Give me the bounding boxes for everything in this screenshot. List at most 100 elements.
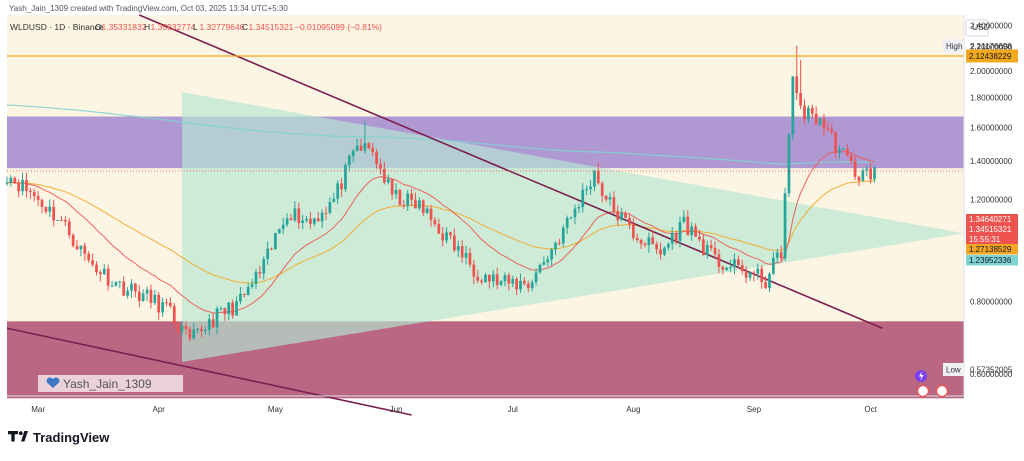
candle-body <box>499 281 503 285</box>
candle-body <box>651 237 655 245</box>
candle-body <box>573 208 577 218</box>
candle-body <box>118 281 122 283</box>
ohlc-value-c: 1.34515321 <box>249 22 294 32</box>
candle-body <box>838 149 841 153</box>
candle-body <box>316 218 320 222</box>
candle-body <box>873 167 876 180</box>
candle-body <box>355 145 359 151</box>
candle-body <box>71 234 75 246</box>
candle-body <box>822 118 826 129</box>
candle-body <box>476 276 480 281</box>
candle-body <box>149 289 153 303</box>
candle-body <box>694 226 697 237</box>
candle-body <box>371 148 375 153</box>
candle-body <box>141 293 145 301</box>
candle-body <box>91 260 94 265</box>
y-tick-label: 2.20000000 <box>970 43 1013 52</box>
candle-body <box>826 128 830 130</box>
candle-body <box>340 183 343 190</box>
candle-body <box>596 170 600 184</box>
candle-body <box>445 232 448 241</box>
candle-body <box>410 193 413 200</box>
high-tag <box>943 39 964 53</box>
candle-body <box>9 177 13 183</box>
ema-fast-price-value: 1.34640271 <box>969 215 1012 224</box>
low-tag-label: Low <box>946 366 961 375</box>
candle-body <box>589 186 592 190</box>
candle-body <box>701 239 705 256</box>
candle-body <box>585 189 589 191</box>
ohlc-key-o: O <box>95 22 102 32</box>
candle-body <box>231 302 234 316</box>
candle-body <box>200 328 203 332</box>
candle-body <box>44 206 48 212</box>
candle-body <box>779 252 783 259</box>
currency-button[interactable] <box>965 19 989 37</box>
candle-body <box>577 207 581 209</box>
candle-body <box>631 224 635 238</box>
candle-body <box>643 243 647 246</box>
candle-body <box>842 148 845 150</box>
candle-body <box>134 283 137 292</box>
candle-body <box>666 243 670 248</box>
us-flag-event-icon[interactable] <box>916 384 930 398</box>
candle-body <box>507 275 511 284</box>
us-flag-event-icon[interactable] <box>935 384 949 398</box>
candle-body <box>659 249 662 255</box>
candle-body <box>674 233 678 241</box>
level-price-tag <box>966 49 1018 63</box>
candle-body <box>17 183 21 192</box>
candle-body <box>137 291 141 301</box>
candle-body <box>21 179 24 192</box>
candle-body <box>791 76 795 135</box>
candle-body <box>60 219 63 221</box>
x-tick-label: Oct <box>864 405 877 414</box>
tradingview-logo: TradingView <box>7 430 110 445</box>
x-tick-label: Aug <box>626 405 640 414</box>
x-tick-label: May <box>268 405 283 414</box>
candle-body <box>698 236 701 240</box>
candle-body <box>620 213 624 221</box>
candle-body <box>363 143 367 151</box>
candle-body <box>5 182 9 184</box>
candle-body <box>729 267 732 269</box>
candle-body <box>106 268 110 286</box>
close-price-tag <box>966 224 1018 235</box>
candle-body <box>204 329 207 332</box>
candle-body <box>258 272 262 274</box>
candle-body <box>157 294 161 313</box>
tv-mark-bar-icon <box>7 431 18 442</box>
candle-body <box>865 168 869 171</box>
candle-body <box>67 221 71 235</box>
candle-body <box>414 199 417 209</box>
candle-body <box>375 152 378 165</box>
candle-body <box>184 325 188 330</box>
currency-label: USD <box>972 22 990 32</box>
candle-body <box>565 218 569 228</box>
candle-body <box>99 272 102 275</box>
candle-body <box>624 213 627 218</box>
candle-body <box>211 319 215 328</box>
candle-body <box>495 274 499 285</box>
candle-body <box>869 168 872 180</box>
candle-body <box>254 272 258 284</box>
y-tick-label: 0.60000000 <box>970 370 1013 379</box>
candle-body <box>32 192 36 197</box>
candle-body <box>561 227 565 244</box>
candle-body <box>705 245 709 256</box>
candle-body <box>122 281 126 296</box>
candle-body <box>845 148 849 156</box>
candle-body <box>289 218 293 221</box>
x-tick-label: Sep <box>747 405 762 414</box>
candle-body <box>608 197 612 200</box>
y-tick-label: 1.60000000 <box>970 123 1013 132</box>
event-markers[interactable] <box>915 370 949 398</box>
candle-body <box>390 178 394 195</box>
candle-body <box>752 272 756 274</box>
candle-body <box>740 264 744 272</box>
candle-body <box>554 242 557 250</box>
